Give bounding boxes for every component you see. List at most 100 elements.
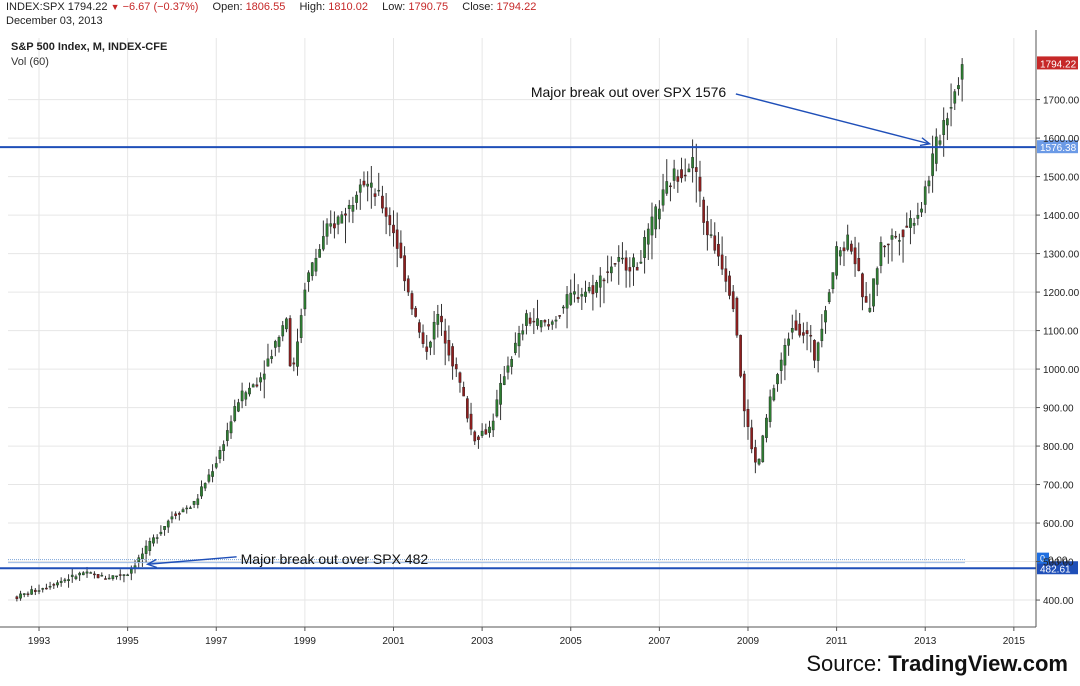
x-tick-label: 1997 [205,636,228,647]
price-chart[interactable]: 1576.38 482.610 0.00 1794.22 Major break ou… [0,30,1080,650]
candle-body [148,541,152,551]
candle-body [192,500,196,505]
candle-body [222,444,225,451]
candle-body [946,118,949,126]
candle-body [395,229,399,249]
candle-body [558,315,562,317]
candle-body [598,275,602,288]
candle-body [303,289,307,310]
x-tick-label: 2009 [737,636,760,647]
change-down-icon: ▼ [110,2,120,12]
candle-body [126,574,129,577]
chart-area[interactable]: 1576.38 482.61 0 0.00 1794.22 Major break ou… [0,30,1080,650]
candle-body [886,243,890,246]
candle-body [425,346,429,352]
candle-body [846,234,850,250]
candle-body [67,579,70,582]
candle-body [872,278,875,307]
candle-body [240,390,244,402]
candle-body [296,341,299,367]
candle-body [299,315,303,338]
candle-body [399,242,403,258]
candle-body [314,257,318,272]
candle-body [905,225,909,228]
low-value: 1790.75 [408,1,449,13]
candle-body [521,330,525,335]
candle-body [783,345,787,366]
candle-body [576,296,580,300]
candle-body [643,237,646,258]
candle-body [861,273,864,298]
candle-body [462,386,466,397]
candle-body [938,140,942,145]
high-label: High: [299,1,326,13]
candle-body [377,189,381,192]
candle-body [200,486,203,497]
candle-body [340,214,344,224]
candle-body [573,291,576,295]
y-tick-label: 1400.00 [1043,211,1080,222]
y-tick-label: 1000.00 [1043,365,1080,376]
candle-body [351,205,355,212]
candle-body [129,568,133,574]
annotation-arrow [147,556,237,565]
candle-body [451,346,454,367]
candle-body [669,185,672,188]
candle-body [691,157,694,169]
candle-body [163,526,166,530]
y-tick-label: 1600.00 [1043,134,1080,145]
symbol-name: INDEX:SPX [6,1,65,13]
candle-body [392,224,395,234]
candle-body [307,272,310,282]
grid [8,38,1036,627]
candle-body [720,254,724,270]
candle-body [122,574,126,576]
candle-body [70,574,74,577]
x-tick-label: 2011 [826,636,848,647]
candle-body [370,182,373,188]
candle-body [59,580,63,583]
candle-body [820,328,824,342]
candle-body [735,297,739,336]
candle-body [868,307,872,312]
candle-body [96,574,100,579]
candle-body [155,537,159,539]
candle-body [857,258,861,271]
candle-body [824,310,827,323]
open-value: 1806.55 [245,1,286,13]
y-tick-label: 700.00 [1043,481,1074,492]
candle-body [624,257,628,271]
x-tick-label: 2001 [382,636,405,647]
candle-body [927,180,931,187]
candle-body [384,207,388,217]
candle-body [33,589,37,592]
candle-body [203,483,207,489]
volume-badge-label: 0 [1040,554,1045,564]
candle-body [661,189,665,206]
candle-body [580,294,584,297]
candle-body [569,292,573,305]
candle-body [532,320,536,323]
candle-body [816,342,820,361]
candle-body [584,291,587,297]
candle-body [100,574,104,577]
last-price: 1794.22 [67,1,108,13]
axes: 400.00 500.00 600.00 700.00 800.00 900.00 1000… [0,30,1080,647]
candle-body [757,458,761,465]
candle-body [141,553,144,560]
chart-title: S&P 500 Index, M, INDEX-CFE [11,41,167,53]
candle-body [443,330,447,344]
candle-body [458,372,462,383]
last-price-badge [1037,56,1078,70]
candle-body [639,261,643,264]
candle-body [440,315,443,323]
candle-body [610,266,613,274]
candle-body [602,279,606,282]
candle-body [373,193,377,197]
candle-body [403,255,406,282]
candle-body [728,275,731,296]
candle-body [410,293,414,310]
resistance-badge-label: 482.61 [1040,564,1071,575]
annotation-text: Major break out over SPX 482 [241,551,429,567]
candle-body [251,384,255,388]
